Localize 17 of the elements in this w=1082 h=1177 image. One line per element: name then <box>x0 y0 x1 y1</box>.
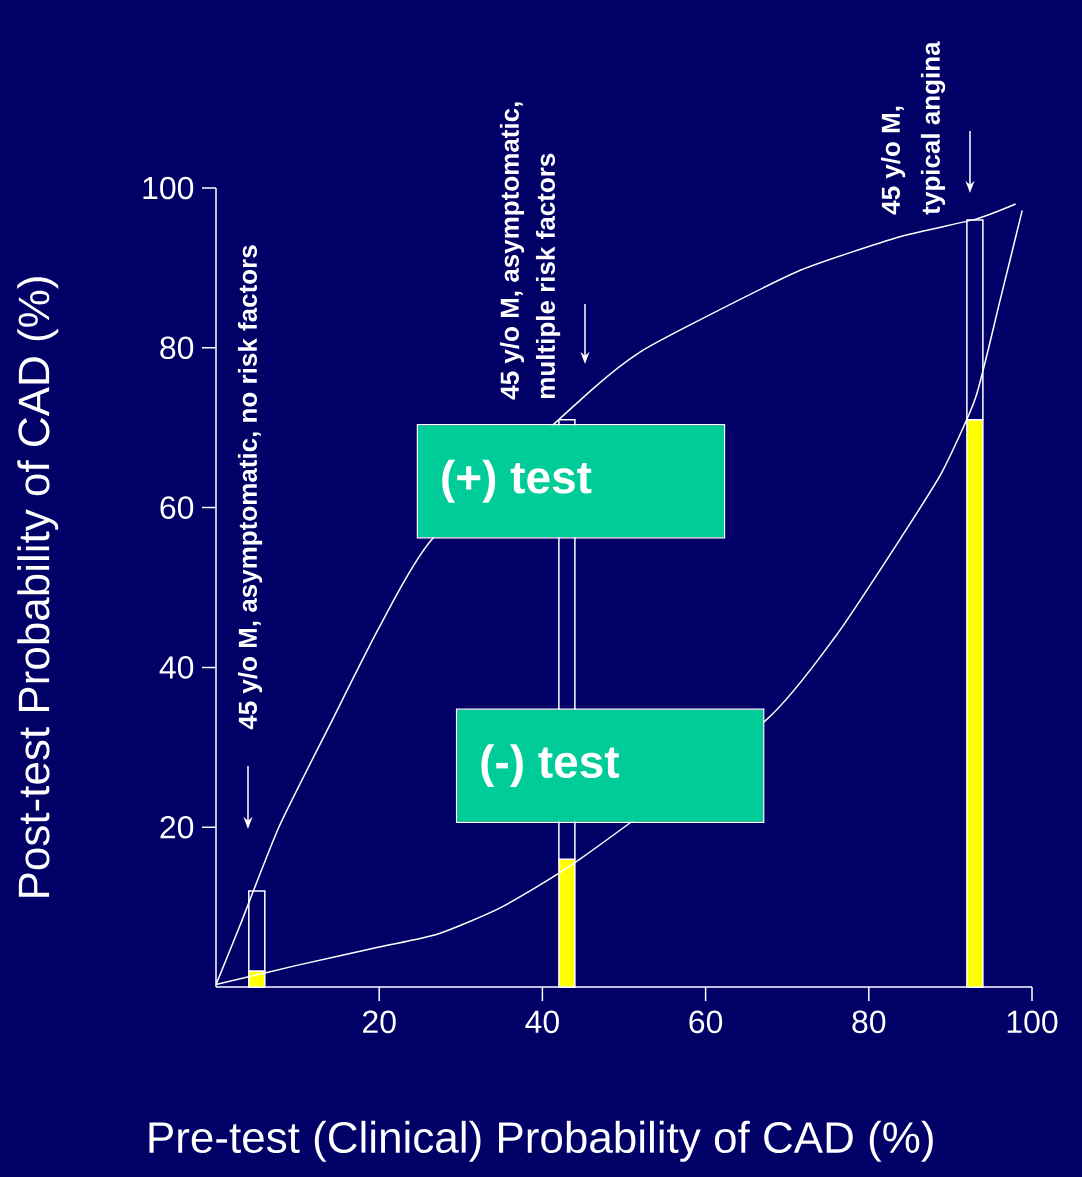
annotation: 45 y/o M, asymptomatic, <box>499 102 525 400</box>
x-tick-label: 20 <box>363 1010 396 1034</box>
x-axis-title: Pre-test (Clinical) Probability of CAD (%) <box>149 1120 933 1162</box>
x-tick-label: 100 <box>1007 1010 1058 1034</box>
x-tick-label: 60 <box>689 1010 723 1034</box>
x-tick-label: 40 <box>525 1010 559 1034</box>
x-tick-label: 80 <box>852 1010 886 1034</box>
y-tick-label: 80 <box>160 336 194 360</box>
annotation: typical angina <box>920 41 946 215</box>
y-tick-label: 60 <box>160 496 194 519</box>
y-tick-label: 100 <box>143 176 194 200</box>
annotation: multiple risk factors <box>535 153 561 399</box>
annotation: 45 y/o M, <box>880 106 906 215</box>
y-axis-title: Post-test Probability of CAD (%) <box>17 277 59 897</box>
y-tick-label: 20 <box>160 815 194 839</box>
annotation: 45 y/o M, asymptomatic, no risk factors <box>237 245 263 730</box>
y-tick-label: 40 <box>159 656 194 679</box>
